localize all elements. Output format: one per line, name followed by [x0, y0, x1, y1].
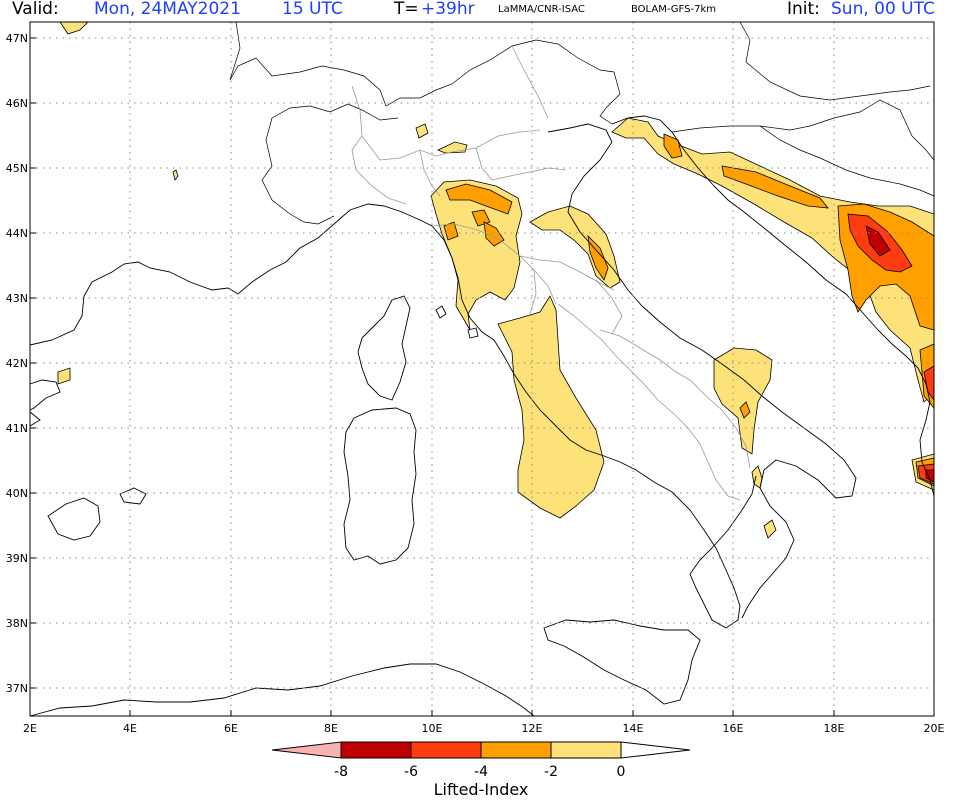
- source-label: LaMMA/CNR-ISAC: [498, 4, 585, 15]
- colorbar-swatch-lt-minus8: [271, 741, 342, 759]
- forecast-step-value: +39hr: [421, 0, 475, 19]
- colorbar-ticks: -8 -6 -4 -2 0: [334, 764, 625, 780]
- colorbar-tick: -6: [404, 764, 418, 780]
- regional-borders: [351, 45, 751, 501]
- colorbar-tick: -8: [334, 764, 348, 780]
- lat-label: 44N: [6, 227, 28, 240]
- lat-label: 40N: [6, 487, 28, 500]
- colorbar-title: Lifted-Index: [434, 780, 529, 799]
- valid-time: 15 UTC: [282, 0, 343, 19]
- lat-label: 37N: [6, 682, 28, 695]
- lifted-index-0-to-minus2: [57, 21, 935, 539]
- lon-label: 4E: [123, 722, 137, 735]
- lat-label: 42N: [6, 357, 28, 370]
- lon-label: 10E: [422, 722, 443, 735]
- colorbar: [271, 741, 691, 759]
- header: Valid: Mon, 24MAY2021 15 UTC T= +39hr La…: [0, 0, 963, 22]
- colorbar-swatch-minus6-minus4: [410, 741, 482, 759]
- valid-label: Valid:: [12, 0, 59, 19]
- lat-label: 45N: [6, 162, 28, 175]
- axis-ticks: [29, 37, 935, 716]
- colorbar-swatch-minus2-0: [550, 741, 622, 759]
- lon-label: 6E: [224, 722, 238, 735]
- colorbar-tick: -4: [474, 764, 488, 780]
- init-value: Sun, 00 UTC: [831, 0, 935, 19]
- forecast-step-label: T=: [394, 0, 419, 19]
- valid-date: Mon, 24MAY2021: [94, 0, 241, 19]
- lat-label: 46N: [6, 97, 28, 110]
- lon-label: 2E: [23, 722, 37, 735]
- coastlines: [29, 115, 935, 717]
- lon-label: 12E: [522, 722, 543, 735]
- map-frame: [29, 21, 935, 717]
- lon-label: 18E: [824, 722, 845, 735]
- lon-label: 8E: [324, 722, 338, 735]
- lat-label: 41N: [6, 422, 28, 435]
- country-borders: [229, 21, 935, 225]
- lat-label: 38N: [6, 617, 28, 630]
- lon-label: 20E: [924, 722, 945, 735]
- lon-label: 14E: [623, 722, 644, 735]
- colorbar-swatch-minus8-minus6: [340, 741, 412, 759]
- lon-label: 16E: [723, 722, 744, 735]
- graticule: [30, 22, 934, 716]
- longitude-labels: 2E 4E 6E 8E 10E 12E 14E 16E 18E 20E: [23, 722, 944, 735]
- colorbar-swatch-minus4-minus2: [480, 741, 552, 759]
- lat-label: 47N: [6, 32, 28, 45]
- lat-label: 39N: [6, 552, 28, 565]
- latitude-labels: 47N 46N 45N 44N 43N 42N 41N 40N 39N 38N …: [6, 32, 28, 695]
- model-label: BOLAM-GFS-7km: [631, 4, 716, 15]
- init-label: Init:: [787, 0, 820, 19]
- lat-label: 43N: [6, 292, 28, 305]
- colorbar-tick: 0: [617, 764, 626, 780]
- lifted-index-minus6-to-minus8: [865, 225, 935, 483]
- colorbar-tick: -2: [544, 764, 558, 780]
- colorbar-swatch-gt-0: [620, 741, 691, 759]
- map-background: [30, 22, 934, 716]
